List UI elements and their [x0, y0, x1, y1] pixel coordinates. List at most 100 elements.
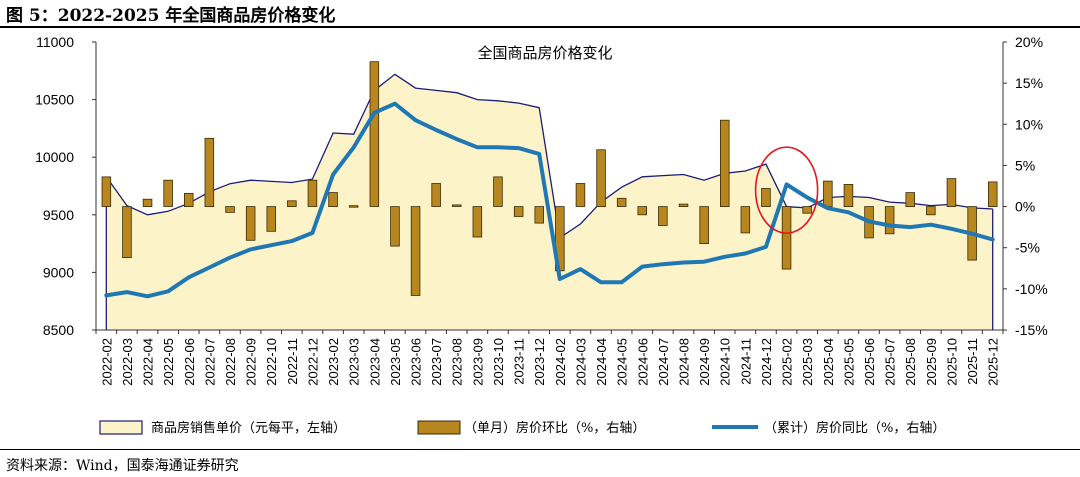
legend: 商品房销售单价（元每平，左轴） （单月）房价环比（%，右轴） （累计）房价同比（%，…: [99, 420, 945, 436]
x-tick-label: 2025-04: [821, 338, 836, 386]
mom-bar: [720, 119, 730, 207]
mom-bar: [596, 149, 606, 208]
x-tick-label: 2022-04: [141, 338, 156, 386]
highlight-ellipse: [754, 146, 819, 234]
mom-bar: [122, 206, 132, 259]
x-tick-label: 2022-12: [305, 338, 320, 386]
x-tick-label: 2024-02: [553, 338, 568, 386]
combo-chart: 8500 9000 9500 10000 10500 11000 -15% -10% -5% 0%…: [35, 34, 1048, 436]
legend-line-label: （累计）房价同比（%，右轴）: [764, 420, 945, 436]
x-tick-label: 2022-09: [244, 338, 259, 386]
x-tick-label: 2023-03: [347, 338, 362, 386]
x-tick-label: 2024-08: [677, 338, 692, 386]
legend-bar-label: （单月）房价环比（%，右轴）: [464, 420, 645, 436]
x-tick-label: 2022-02: [99, 338, 114, 386]
left-tick-label: 10000: [35, 149, 74, 165]
x-tick-label: 2022-08: [223, 338, 238, 386]
x-tick-label: 2025-11: [965, 338, 980, 385]
mom-bar: [493, 176, 503, 207]
x-tick-label: 2023-05: [388, 338, 403, 386]
figure-title: 图 5：2022-2025 年全国商品房价格变化: [6, 6, 336, 26]
x-tick-label: 2023-11: [512, 338, 527, 385]
mom-bar: [472, 206, 483, 238]
right-tick-label: 20%: [1015, 34, 1043, 50]
mom-bar: [678, 203, 689, 208]
x-tick-label: 2023-06: [409, 338, 424, 386]
mom-bar: [266, 206, 276, 232]
axes: 8500 9000 9500 10000 10500 11000 -15% -10% -5% 0%…: [35, 34, 1048, 386]
x-tick-label: 2025-07: [883, 338, 898, 386]
mom-bar: [328, 192, 338, 208]
mom-bar: [761, 188, 771, 208]
mom-bar: [781, 206, 792, 270]
mom-bar: [575, 183, 586, 207]
mom-bar: [988, 181, 998, 207]
x-tick-label: 2022-10: [264, 338, 279, 386]
right-tick-label: 0%: [1015, 199, 1035, 215]
mom-bar: [699, 206, 709, 245]
x-tick-label: 2024-11: [738, 338, 753, 385]
mom-bar: [905, 192, 916, 208]
mom-bar: [369, 61, 380, 207]
x-tick-label: 2024-12: [759, 338, 774, 386]
x-tick-label: 2022-05: [161, 338, 176, 386]
mom-bar: [843, 183, 854, 207]
source-note: 资料来源：Wind，国泰海通证券研究: [6, 458, 239, 474]
x-tick-label: 2025-03: [800, 338, 815, 386]
mom-bar: [307, 179, 318, 207]
mom-bar: [225, 206, 235, 213]
chart-title: 全国商品房价格变化: [477, 44, 612, 62]
x-tick-label: 2025-10: [945, 338, 960, 386]
mom-bar: [183, 192, 194, 207]
x-tick-label: 2022-03: [120, 338, 135, 386]
x-tick-label: 2023-09: [470, 338, 485, 386]
mom-bar: [204, 137, 215, 208]
title-rule: [0, 26, 1080, 28]
x-tick-label: 2024-04: [594, 338, 609, 386]
x-tick-label: 2023-12: [532, 338, 547, 386]
price-area-series: [105, 73, 994, 330]
mom-bar: [926, 206, 936, 216]
x-tick-label: 2023-04: [367, 338, 382, 386]
mom-bar: [616, 197, 627, 207]
legend-bar-swatch: [417, 420, 461, 435]
left-tick-label: 9500: [43, 207, 74, 223]
x-tick-label: 2024-10: [718, 338, 733, 386]
x-tick-label: 2023-02: [326, 338, 341, 386]
mom-bar: [348, 205, 359, 208]
legend-area-swatch: [99, 420, 143, 435]
x-tick-label: 2024-03: [573, 338, 588, 386]
right-tick-label: 10%: [1015, 116, 1043, 132]
x-tick-label: 2025-05: [841, 338, 856, 386]
mom-bar: [513, 206, 524, 217]
x-tick-label: 2025-09: [924, 338, 939, 386]
x-tick-label: 2025-06: [862, 338, 877, 386]
mom-bar: [823, 180, 833, 208]
x-tick-label: 2024-05: [615, 338, 630, 386]
yoy-line-series: [104, 101, 995, 299]
x-tick-label: 2023-10: [491, 338, 506, 386]
mom-bar: [101, 176, 112, 207]
mom-bar: [410, 206, 421, 296]
mom-bar: [142, 198, 153, 207]
mom-bar: [637, 206, 648, 216]
x-tick-label: 2024-06: [635, 338, 650, 386]
right-tick-label: -15%: [1015, 322, 1048, 338]
x-tick-label: 2025-02: [780, 338, 795, 386]
left-tick-label: 11000: [36, 34, 74, 50]
x-tick-label: 2025-08: [903, 338, 918, 386]
mom-bar: [163, 179, 173, 207]
x-tick-label: 2024-07: [656, 338, 671, 386]
right-tick-label: -10%: [1015, 281, 1048, 297]
x-tick-label: 2023-07: [429, 338, 444, 386]
x-tick-label: 2023-08: [450, 338, 465, 386]
mom-bar-series: [101, 61, 998, 296]
mom-bar: [287, 200, 297, 208]
mom-bar: [658, 206, 668, 226]
x-tick-label: 2022-07: [202, 338, 217, 386]
right-tick-label: 15%: [1015, 75, 1043, 91]
right-tick-label: 5%: [1015, 157, 1035, 173]
highlight-group: [754, 146, 819, 234]
mom-bar: [451, 204, 462, 207]
legend-area-label: 商品房销售单价（元每平，左轴）: [151, 420, 346, 436]
